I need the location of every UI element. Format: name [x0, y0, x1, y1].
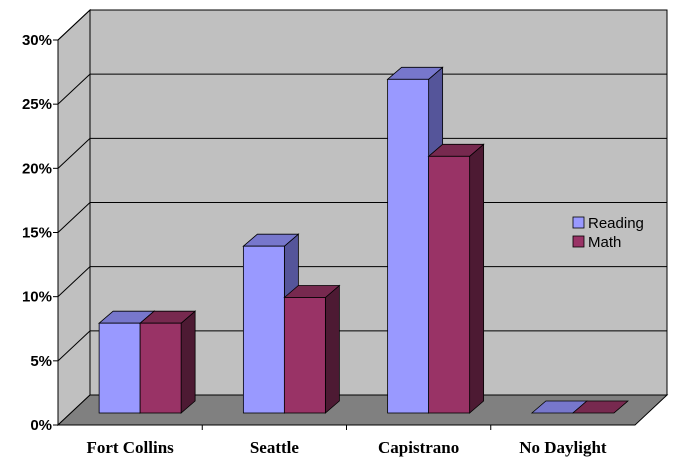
- bar-front-face: [283, 297, 326, 414]
- y-tick-label: 5%: [30, 353, 52, 370]
- legend-swatch: [572, 235, 585, 248]
- bar-side-face: [180, 310, 196, 414]
- bar-top-face: [571, 400, 629, 414]
- legend-swatch: [572, 216, 585, 229]
- category-label: Capistrano: [378, 438, 459, 457]
- gridline: [57, 137, 667, 169]
- bar-math-seattle: [283, 284, 341, 414]
- category-label: No Daylight: [519, 438, 607, 457]
- legend: Reading Math: [572, 215, 644, 251]
- legend-item: Reading: [572, 215, 644, 232]
- category-label: Seattle: [250, 438, 300, 457]
- y-tick-label: 20%: [22, 160, 52, 177]
- bar-front-face: [139, 322, 182, 414]
- bar-math-no-daylight: [571, 400, 629, 414]
- bars: [98, 66, 629, 414]
- bar-math-capistrano: [427, 143, 485, 414]
- floor-panel: [56, 394, 669, 426]
- y-tick-label: 25%: [22, 96, 52, 113]
- bar-side-face: [469, 143, 485, 414]
- bar-front-face: [428, 155, 471, 414]
- bar-side-face: [324, 284, 340, 414]
- y-tick-label: 10%: [22, 289, 52, 306]
- legend-label: Reading: [588, 215, 644, 232]
- bar-math-fort-collins: [139, 310, 197, 414]
- y-tick-label: 30%: [22, 32, 52, 49]
- bar-reading-seattle: [242, 233, 300, 414]
- bar-front-face: [387, 78, 430, 414]
- x-axis-labels: Fort Collins Seattle Capistrano No Daylight: [86, 425, 607, 457]
- legend-label: Math: [588, 234, 621, 251]
- category-label: Fort Collins: [86, 438, 174, 457]
- gridline: [57, 9, 667, 41]
- legend-item: Math: [572, 234, 621, 251]
- bar-front-face: [98, 322, 141, 414]
- y-tick-label: 0%: [30, 417, 52, 434]
- gridline: [57, 73, 667, 105]
- chart-floor: [56, 394, 669, 426]
- y-axis: 0% 5% 10% 15% 20% 25% 30%: [22, 32, 59, 434]
- bar-front-face: [242, 245, 285, 414]
- y-tick-label: 15%: [22, 225, 52, 242]
